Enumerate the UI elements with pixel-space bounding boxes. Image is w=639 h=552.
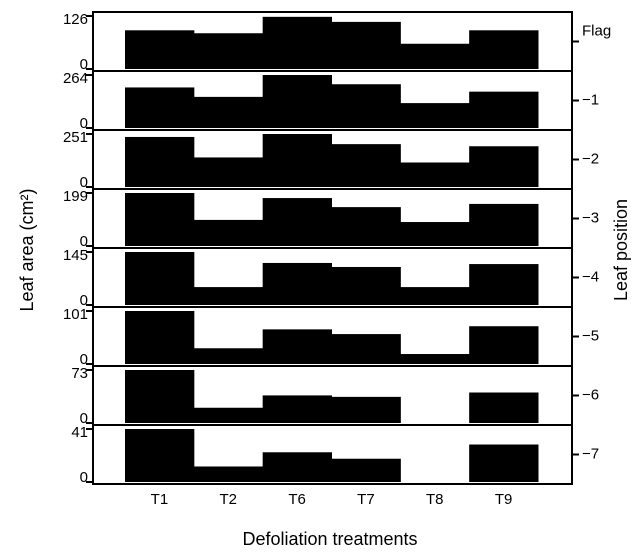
bar <box>400 287 470 305</box>
bar <box>469 146 539 187</box>
bar <box>125 311 195 364</box>
panel-label: −7 <box>582 445 599 462</box>
bar <box>125 370 195 423</box>
x-tick-label: T2 <box>219 491 237 508</box>
bar <box>400 354 470 364</box>
bar <box>331 144 401 187</box>
bar <box>469 264 539 305</box>
bar <box>262 198 332 246</box>
bar <box>331 334 401 364</box>
y-tick-label: 0 <box>80 174 88 191</box>
bar <box>469 326 539 364</box>
x-axis-title: Defoliation treatments <box>242 529 417 549</box>
bar <box>400 103 470 128</box>
bar <box>469 392 539 423</box>
y-tick-label: 126 <box>63 11 88 28</box>
panel-label: −5 <box>582 327 599 344</box>
x-tick-label: T1 <box>151 491 169 508</box>
bar <box>193 219 264 246</box>
bar <box>193 287 264 305</box>
bar <box>400 162 470 187</box>
bar <box>262 262 332 305</box>
bar <box>193 33 264 69</box>
bar <box>469 30 539 69</box>
x-tick-label: T9 <box>495 491 513 508</box>
panel-label: Flag <box>582 22 611 39</box>
bar <box>193 96 264 128</box>
panel-label: −3 <box>582 209 599 226</box>
bar <box>262 75 332 128</box>
bar <box>331 21 401 69</box>
x-tick-label: T8 <box>426 491 444 508</box>
y-tick-label: 0 <box>80 292 88 309</box>
bar <box>400 43 470 69</box>
bar <box>125 429 195 482</box>
y-tick-label: 145 <box>63 247 88 264</box>
panel-label: −6 <box>582 386 599 403</box>
bar <box>331 84 401 128</box>
x-tick-label: T7 <box>357 491 375 508</box>
bar <box>262 16 332 69</box>
bar <box>125 87 195 128</box>
y-tick-label: 0 <box>80 233 88 250</box>
bar <box>331 396 401 423</box>
y-tick-label: 0 <box>80 115 88 132</box>
y-tick-label: 0 <box>80 469 88 486</box>
y-tick-label: 251 <box>63 129 88 146</box>
y-tick-label: 264 <box>63 70 88 87</box>
y-tick-label: 0 <box>80 410 88 427</box>
y-tick-label: 0 <box>80 56 88 73</box>
bar <box>469 203 539 246</box>
bar <box>193 466 264 482</box>
bar <box>331 458 401 482</box>
bar <box>193 348 264 364</box>
bar <box>331 207 401 246</box>
panel-label: −2 <box>582 150 599 167</box>
bar <box>469 91 539 128</box>
bar <box>125 30 195 69</box>
bar <box>262 452 332 482</box>
y2-axis-title: Leaf position <box>611 199 631 301</box>
bar <box>262 134 332 187</box>
y-tick-label: 101 <box>63 306 88 323</box>
bar <box>125 136 195 187</box>
bar <box>400 222 470 246</box>
panel-label: −1 <box>582 91 599 108</box>
x-tick-label: T6 <box>288 491 306 508</box>
bar <box>125 252 195 305</box>
bar <box>125 193 195 246</box>
bar <box>193 407 264 423</box>
bar <box>262 329 332 364</box>
y-tick-label: 0 <box>80 351 88 368</box>
bar <box>469 444 539 482</box>
y-tick-label: 41 <box>71 424 88 441</box>
bar <box>193 157 264 187</box>
y-tick-label: 73 <box>71 365 88 382</box>
panel-label: −4 <box>582 268 599 285</box>
bar <box>262 395 332 423</box>
y-tick-label: 199 <box>63 188 88 205</box>
bar <box>331 266 401 305</box>
y-axis-title: Leaf area (cm²) <box>17 188 37 311</box>
